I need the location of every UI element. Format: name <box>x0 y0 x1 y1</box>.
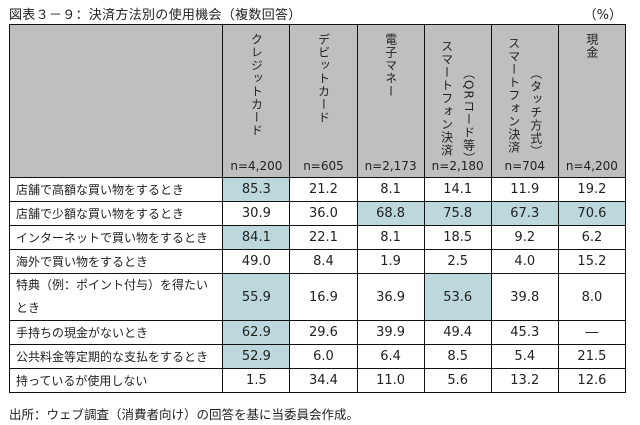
row-label: インターネットで買い物をするとき <box>8 225 224 250</box>
table-cell: 5.4 <box>490 344 559 369</box>
column-header: クレジットカード n=4,200 <box>222 24 291 178</box>
row-label: 手持ちの現金がないとき <box>8 320 224 345</box>
column-sublabel: （タッチ方式） <box>528 67 543 158</box>
table-cell: 11.9 <box>490 177 559 202</box>
table-cell: 29.6 <box>289 320 358 345</box>
table-row: インターネットで買い物をするとき 84.1 22.1 8.1 18.5 9.2 6.2 <box>8 225 627 250</box>
column-header: スマートフォン決済 （QRコード等） n=2,180 <box>423 24 492 178</box>
column-header: デビットカード n=605 <box>289 24 358 178</box>
footnote: 出所：ウェブ調査（消費者向け）の回答を基に当委員会作成。 <box>9 407 360 422</box>
table-cell: ― <box>557 320 627 345</box>
table-cell: 8.5 <box>423 344 492 369</box>
header-corner <box>8 24 224 178</box>
sample-size: n=2,173 <box>364 159 417 173</box>
column-header: 電子マネー n=2,173 <box>356 24 425 178</box>
table-cell: 36.9 <box>356 273 425 321</box>
table-row: 店舗で少額な買い物をするとき 30.9 36.0 68.8 75.8 67.3 70.6 <box>8 201 627 226</box>
column-label: 電子マネー <box>383 33 398 98</box>
table-cell: 53.6 <box>423 273 492 321</box>
table-cell: 9.2 <box>490 225 559 250</box>
sample-size: n=704 <box>504 159 546 173</box>
usage-table: クレジットカード n=4,200 デビットカード n=605 電子マネー n=2,173 ス… <box>8 24 627 393</box>
table-cell: 6.4 <box>356 344 425 369</box>
table-cell: 8.0 <box>557 273 627 321</box>
table-cell: 67.3 <box>490 201 559 226</box>
table-cell: 30.9 <box>222 201 291 226</box>
table-cell: 36.0 <box>289 201 358 226</box>
table-cell: 75.8 <box>423 201 492 226</box>
column-label: スマートフォン決済 <box>439 40 454 158</box>
table-cell: 15.2 <box>557 249 627 274</box>
row-label: 店舗で高額な買い物をするとき <box>8 177 224 202</box>
table-cell: 49.4 <box>423 320 492 345</box>
column-label: クレジットカード <box>249 33 264 137</box>
table-cell: 12.6 <box>557 368 627 393</box>
table-cell: 8.1 <box>356 177 425 202</box>
row-label: 持っているが使用しない <box>8 368 224 393</box>
column-header: スマートフォン決済 （タッチ方式） n=704 <box>490 24 559 178</box>
table-cell: 19.2 <box>557 177 627 202</box>
column-label: デビットカード <box>316 33 331 124</box>
table-cell: 22.1 <box>289 225 358 250</box>
table-row: 公共料金等定期的な支払をするとき 52.9 6.0 6.4 8.5 5.4 21.5 <box>8 344 627 369</box>
table-cell: 85.3 <box>222 177 291 202</box>
table-row: 店舗で高額な買い物をするとき 85.3 21.2 8.1 14.1 11.9 19.2 <box>8 177 627 202</box>
unit-label: （%） <box>583 8 622 23</box>
table-cell: 39.9 <box>356 320 425 345</box>
sample-size: n=4,200 <box>565 159 618 173</box>
row-label: 特典（例：ポイント付与）を得たいとき <box>8 273 224 321</box>
table-cell: 34.4 <box>289 368 358 393</box>
table-cell: 18.5 <box>423 225 492 250</box>
table-cell: 4.0 <box>490 249 559 274</box>
table-cell: 1.9 <box>356 249 425 274</box>
table-row: 海外で買い物をするとき 49.0 8.4 1.9 2.5 4.0 15.2 <box>8 249 627 274</box>
table-cell: 16.9 <box>289 273 358 321</box>
table-cell: 52.9 <box>222 344 291 369</box>
sample-size: n=605 <box>303 159 344 173</box>
table-cell: 14.1 <box>423 177 492 202</box>
row-label: 公共料金等定期的な支払をするとき <box>8 344 224 369</box>
table-cell: 2.5 <box>423 249 492 274</box>
table-cell: 8.4 <box>289 249 358 274</box>
table-row: 持っているが使用しない 1.5 34.4 11.0 5.6 13.2 12.6 <box>8 368 627 393</box>
sample-size: n=2,180 <box>431 159 484 173</box>
sample-size: n=4,200 <box>230 159 283 173</box>
column-label: スマートフォン決済 <box>506 37 521 154</box>
table-row: 手持ちの現金がないとき 62.9 29.6 39.9 49.4 45.3 ― <box>8 320 627 345</box>
column-sublabel: （QRコード等） <box>461 67 476 165</box>
header-row: クレジットカード n=4,200 デビットカード n=605 電子マネー n=2,173 ス… <box>8 24 627 178</box>
column-label: 現金 <box>584 33 599 59</box>
row-label: 店舗で少額な買い物をするとき <box>8 201 224 226</box>
table-cell: 55.9 <box>222 273 291 321</box>
table-cell: 49.0 <box>222 249 291 274</box>
table-cell: 11.0 <box>356 368 425 393</box>
table-cell: 6.2 <box>557 225 627 250</box>
table-row: 特典（例：ポイント付与）を得たいとき 55.9 16.9 36.9 53.6 39.8 8.… <box>8 273 627 321</box>
table-cell: 5.6 <box>423 368 492 393</box>
table-cell: 84.1 <box>222 225 291 250</box>
table-cell: 21.5 <box>557 344 627 369</box>
table-cell: 8.1 <box>356 225 425 250</box>
table-cell: 21.2 <box>289 177 358 202</box>
column-header: 現金 n=4,200 <box>557 24 627 178</box>
table-cell: 68.8 <box>356 201 425 226</box>
table-cell: 62.9 <box>222 320 291 345</box>
table-cell: 1.5 <box>222 368 291 393</box>
table-cell: 70.6 <box>557 201 627 226</box>
table-title: 図表３－９：決済方法別の使用機会（複数回答） <box>9 8 302 23</box>
table-cell: 13.2 <box>490 368 559 393</box>
table-cell: 39.8 <box>490 273 559 321</box>
table-cell: 45.3 <box>490 320 559 345</box>
row-label: 海外で買い物をするとき <box>8 249 224 274</box>
table-cell: 6.0 <box>289 344 358 369</box>
